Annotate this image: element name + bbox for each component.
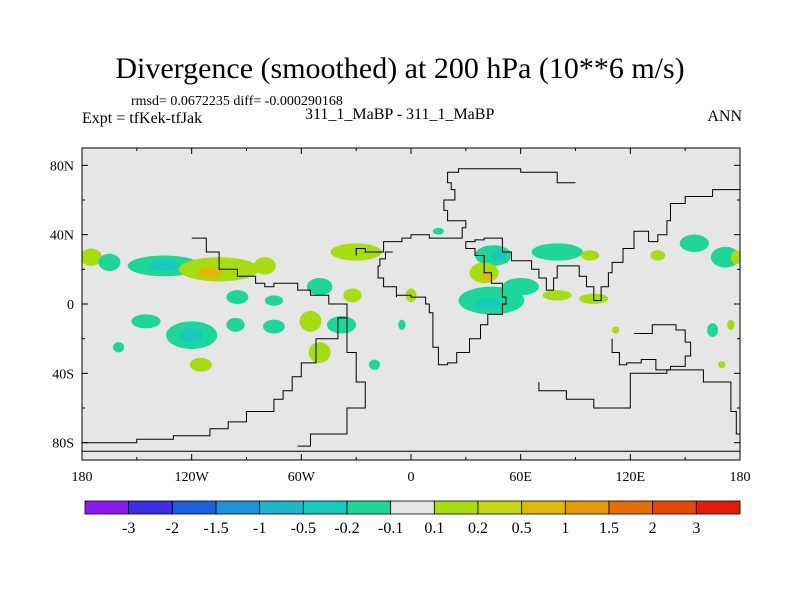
colorbar-label-9: 0.5 [512,520,532,537]
colorbar-swatch-13 [652,500,697,515]
contour-blob-30 [531,243,583,261]
colorbar-swatch-12 [608,500,654,515]
coastline-2 [355,168,576,256]
contour-blob-37 [650,250,666,261]
contour-blob-15 [180,328,203,343]
contour-blob-18 [262,319,285,334]
colorbar-swatch-11 [564,500,610,515]
x-tick-label-5: 120E [616,470,646,485]
contour-blob-25 [432,227,444,235]
coastline-4 [377,251,397,298]
contour-blob-7 [264,295,284,306]
contour-blob-29 [482,271,494,282]
contour-blob-40 [730,250,740,265]
colorbar-swatch-14 [695,500,741,515]
colorbar-swatch-9 [477,500,523,515]
contour-blob-31 [580,250,600,261]
contour-blob-5 [98,253,121,272]
coastline-3 [395,189,740,366]
contour-blob-21 [308,342,331,363]
expt-label: Expt = tfKek-tfJak [82,110,203,127]
contour-blob-12 [299,310,322,332]
y-tick-label-1: 40N [50,229,74,244]
y-tick-label-3: 40S [52,367,74,382]
x-tick-label-2: 60W [288,470,316,485]
colorbar-label-5: -0.2 [334,520,359,537]
contour-blob-19 [189,357,212,372]
colorbar-label-4: -0.5 [291,520,316,537]
colorbar-label-6: -0.1 [378,520,403,537]
contour-blob-1 [149,260,179,272]
colorbar-swatch-6 [346,500,392,515]
contour-blob-6 [226,290,249,305]
colorbar-label-8: 0.2 [468,520,488,537]
contour-blob-34 [502,278,539,296]
contour-blob-43 [612,326,620,334]
y-tick-label-0: 80N [50,159,74,174]
colorbar-label-2: -1.5 [203,520,228,537]
contour-blob-27 [491,250,507,261]
stats-line: rmsd= 0.0672235 diff= -0.000290168 [131,94,343,109]
contour-blob-8 [253,257,276,275]
colorbar-swatch-8 [433,500,479,515]
contour-blob-9 [306,278,333,296]
colorbar-swatch-7 [390,500,435,515]
contour-blob-33 [474,298,501,310]
colorbar-label-7: 0.1 [424,520,444,537]
contour-blob-4 [82,248,103,266]
contour-blob-35 [542,290,572,301]
colorbar-label-0: -3 [122,520,135,537]
contour-blob-41 [707,323,719,337]
colorbar-label-13: 3 [692,520,700,537]
colorbar-label-10: 1 [561,520,569,537]
season-label: ANN [707,108,742,125]
colorbar-swatch-1 [128,500,173,515]
colorbar-swatch-10 [521,500,566,515]
x-tick-label-1: 120W [175,470,210,485]
x-tick-label-6: 180 [730,470,751,485]
y-tick-label-4: 80S [52,437,74,452]
contour-blob-44 [718,361,726,369]
colorbar-label-1: -2 [166,520,179,537]
contour-blob-38 [679,234,709,252]
coastline-layer [82,168,740,452]
colorbar-swatch-3 [215,500,261,515]
map-background [82,148,740,460]
colorbar-label-3: -1 [253,520,266,537]
x-tick-label-0: 180 [72,470,93,485]
coastline-5 [611,324,692,371]
contour-blob-39 [710,246,740,268]
contour-blob-13 [326,316,357,334]
colorbar-swatch-4 [259,500,304,515]
contour-blob-22 [368,359,380,370]
coastline-0 [82,237,348,444]
contour-fill-layer [82,227,740,372]
coastline-6 [538,369,740,435]
colorbar-label-12: 2 [649,520,657,537]
axis-ticks: 180 120W 60W 0 60E 120E 180 80N 40N 0 40S 80S [50,148,751,485]
plot-title: Divergence (smoothed) at 200 hPa (10**6 … [115,52,685,85]
colorbar-swatch-5 [302,500,348,515]
contour-blob-11 [343,288,362,303]
colorbar: -3 -2 -1.5 -1 -0.5 -0.2 -0.1 0.1 0.2 0.5 1 1.5 2 3 [84,500,741,537]
colorbar-label-11: 1.5 [599,520,619,537]
contour-blob-24 [398,319,406,330]
contour-blob-16 [131,314,161,329]
plot-subtitle: 311_1_MaBP - 311_1_MaBP [305,106,495,123]
x-tick-label-4: 60E [509,470,532,485]
coastline-1 [297,317,366,447]
contour-blob-42 [727,319,735,330]
colorbar-swatch-2 [171,500,217,515]
y-tick-label-2: 0 [67,298,74,313]
contour-blob-3 [197,267,223,278]
contour-blob-20 [113,342,125,353]
colorbar-swatch-0 [84,500,130,515]
contour-blob-17 [226,317,245,332]
x-tick-label-3: 0 [408,470,415,485]
